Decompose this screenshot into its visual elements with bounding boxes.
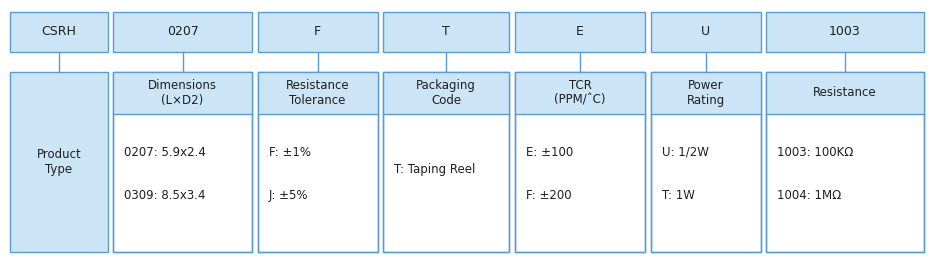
Bar xyxy=(113,72,252,114)
Text: 1003: 1003 xyxy=(829,25,861,38)
Bar xyxy=(258,72,377,252)
Text: T: 1W: T: 1W xyxy=(662,189,695,202)
Bar xyxy=(258,72,377,252)
Bar xyxy=(258,12,377,52)
Bar xyxy=(766,72,924,114)
Text: Power
Rating: Power Rating xyxy=(686,79,725,107)
Bar xyxy=(113,72,252,252)
Text: E: ±100: E: ±100 xyxy=(526,146,573,159)
Bar xyxy=(383,72,509,252)
Text: F: ±1%: F: ±1% xyxy=(269,146,311,159)
Bar xyxy=(651,72,760,252)
Bar xyxy=(383,72,509,114)
Text: 1004: 1MΩ: 1004: 1MΩ xyxy=(777,189,842,202)
Bar xyxy=(383,72,509,252)
Bar xyxy=(766,12,924,52)
Text: Product
Type: Product Type xyxy=(36,148,81,176)
Bar xyxy=(113,72,252,252)
Text: Resistance
Tolerance: Resistance Tolerance xyxy=(286,79,349,107)
Text: F: F xyxy=(314,25,321,38)
Text: 0309: 8.5x3.4: 0309: 8.5x3.4 xyxy=(124,189,205,202)
Bar xyxy=(383,12,509,52)
Text: T: T xyxy=(443,25,450,38)
Bar xyxy=(258,72,377,114)
Text: TCR
(PPM/ˆC): TCR (PPM/ˆC) xyxy=(554,79,606,107)
Bar xyxy=(651,72,760,252)
Bar xyxy=(515,72,645,114)
Text: F: ±200: F: ±200 xyxy=(526,189,572,202)
Bar xyxy=(515,12,645,52)
Bar xyxy=(766,72,924,252)
Text: U: U xyxy=(701,25,710,38)
Text: 0207: 0207 xyxy=(166,25,199,38)
Text: Dimensions
(L×D2): Dimensions (L×D2) xyxy=(149,79,217,107)
Bar xyxy=(651,72,760,114)
Text: E: E xyxy=(576,25,584,38)
Bar xyxy=(10,12,107,52)
Text: J: ±5%: J: ±5% xyxy=(269,189,308,202)
Bar xyxy=(113,12,252,52)
Text: CSRH: CSRH xyxy=(41,25,77,38)
Bar xyxy=(515,72,645,252)
Text: T: Taping Reel: T: Taping Reel xyxy=(394,164,475,176)
Text: Resistance: Resistance xyxy=(814,86,877,99)
Text: Packaging
Code: Packaging Code xyxy=(417,79,476,107)
Text: 0207: 5.9x2.4: 0207: 5.9x2.4 xyxy=(124,146,206,159)
Bar xyxy=(651,12,760,52)
Text: U: 1/2W: U: 1/2W xyxy=(662,146,709,159)
Bar xyxy=(766,72,924,252)
Text: 1003: 100KΩ: 1003: 100KΩ xyxy=(777,146,854,159)
Bar xyxy=(10,72,107,252)
Bar xyxy=(515,72,645,252)
